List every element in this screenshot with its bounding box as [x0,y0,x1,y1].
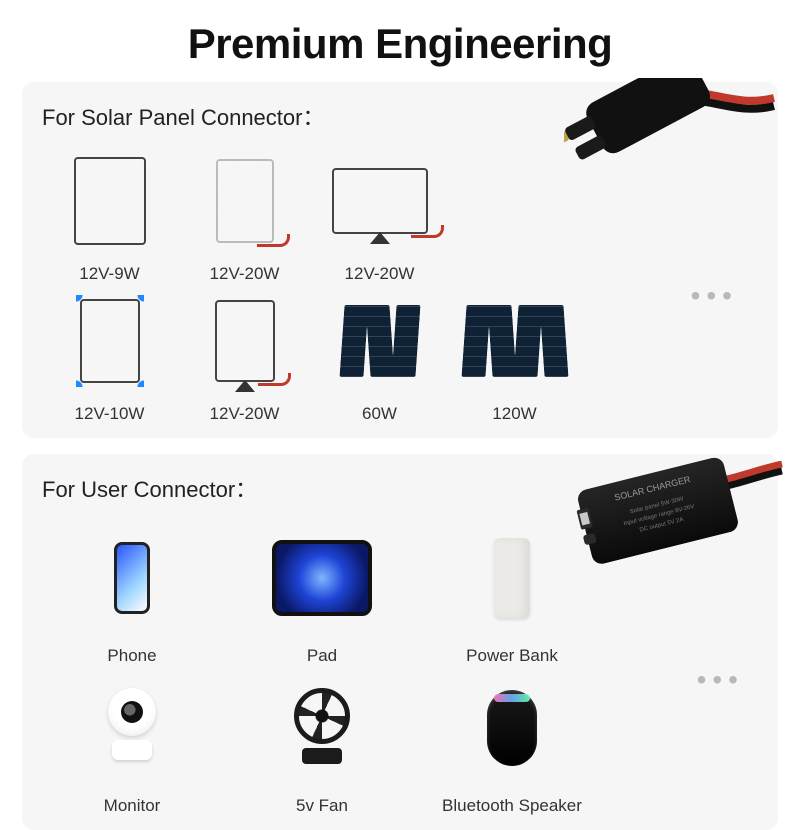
solar-grid: 12V-9W 12V-20W 12V-20W 12V-10W 12V-20W [42,144,758,424]
folding-panel-icon [464,305,566,377]
user-item-label: 5v Fan [296,796,348,816]
user-item: Pad [232,516,412,666]
solar-item-label: 12V-20W [345,264,415,284]
security-camera-icon [108,688,156,768]
phone-icon [114,542,150,614]
solar-item-label: 12V-9W [79,264,139,284]
tablet-icon [272,540,372,616]
section-user-title: For User Connector： [42,472,758,504]
user-item-label: Phone [107,646,156,666]
more-ellipsis-icon: ••• [697,664,744,696]
user-item: Bluetooth Speaker [422,666,602,816]
page-title: Premium Engineering [0,0,800,82]
solar-item-label: 120W [492,404,536,424]
solar-item-label: 12V-20W [210,264,280,284]
section-solar-connector: For Solar Panel Connector： 12V-9W 12V-20… [22,82,778,438]
user-item: Monitor [42,666,222,816]
folding-panel-icon [342,305,418,377]
user-item: Phone [42,516,222,666]
user-grid: Phone Pad Power Bank Monitor 5v Fan [42,516,758,816]
solar-item: 12V-20W [177,144,312,284]
solar-item-label: 60W [362,404,397,424]
solar-item: 12V-20W [312,144,447,284]
user-item: 5v Fan [232,666,412,816]
solar-item: 12V-20W [177,284,312,424]
solar-item: 12V-9W [42,144,177,284]
user-item-label: Bluetooth Speaker [442,796,582,816]
section-solar-title: For Solar Panel Connector： [42,100,758,132]
bluetooth-speaker-icon [487,690,537,766]
section-user-connector: For User Connector： SOLAR CHARGER Solar … [22,454,778,830]
solar-item-label: 12V-10W [75,404,145,424]
fan-icon [290,688,354,768]
user-item-label: Monitor [104,796,161,816]
solar-item: 12V-10W [42,284,177,424]
user-item: Power Bank [422,516,602,666]
solar-item: 120W [447,284,582,424]
user-item-label: Pad [307,646,337,666]
powerbank-icon [494,538,530,618]
more-ellipsis-icon: ••• [691,280,738,312]
solar-item: 60W [312,284,447,424]
user-item-label: Power Bank [466,646,558,666]
solar-item-label: 12V-20W [210,404,280,424]
